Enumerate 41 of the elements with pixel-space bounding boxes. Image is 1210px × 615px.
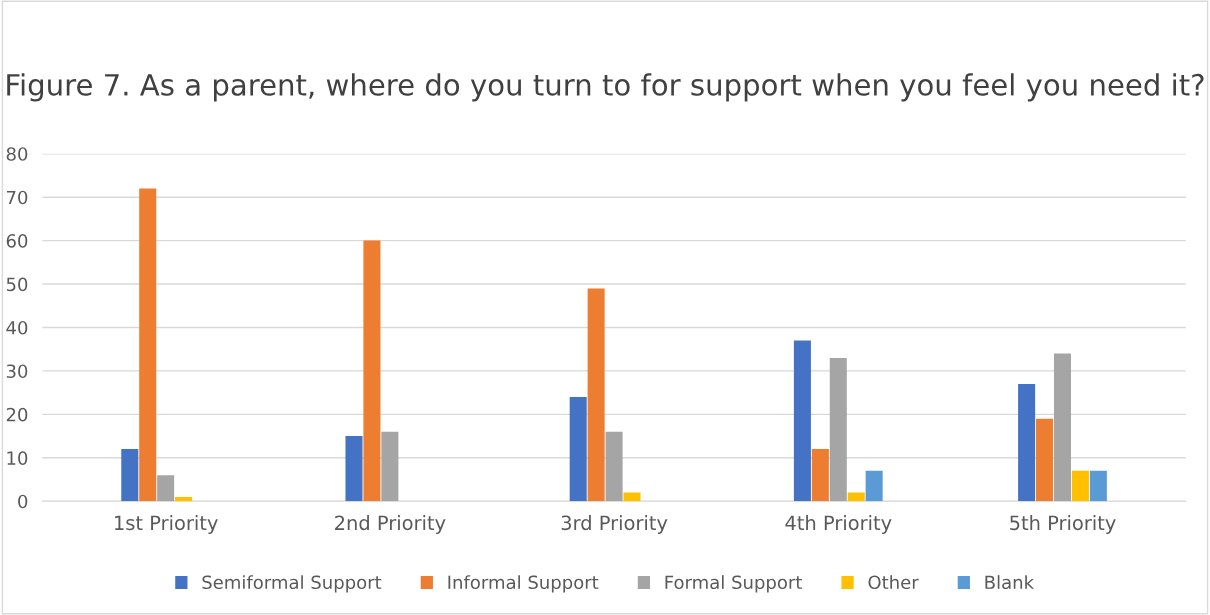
y-tick-label: 0 — [18, 494, 28, 509]
x-tick-label: 4th Priority — [785, 515, 892, 534]
bar — [623, 492, 641, 502]
bar — [1036, 418, 1054, 502]
legend-label: Informal Support — [448, 575, 599, 593]
chart-title: Figure 7. As a parent, where do you turn to for support when you feel you need it? — [7, 73, 1204, 102]
x-tick-label: 2nd Priority — [335, 515, 446, 534]
bar — [1089, 470, 1107, 502]
bar — [569, 396, 587, 502]
bar — [345, 436, 363, 502]
legend-label: Other — [868, 575, 919, 590]
y-tick-label: 10 — [7, 451, 28, 465]
bar — [1071, 470, 1089, 502]
bar — [811, 449, 829, 502]
bar — [175, 496, 193, 502]
bar — [793, 340, 811, 502]
y-tick-label: 20 — [6, 407, 28, 422]
legend-label: Blank — [985, 575, 1035, 590]
bar — [1018, 383, 1036, 502]
y-tick-label: 60 — [6, 234, 28, 248]
bar — [865, 470, 883, 502]
bar — [157, 475, 175, 502]
bar — [381, 431, 399, 502]
y-tick-label: 40 — [6, 320, 28, 335]
bar — [363, 240, 381, 502]
legend-label: Semiformal Support — [202, 575, 382, 593]
x-tick-label: 1st Priority — [115, 515, 218, 534]
bar — [605, 431, 623, 502]
bar — [587, 288, 605, 502]
y-tick-label: 30 — [6, 364, 28, 379]
bar — [829, 357, 847, 502]
bar — [139, 188, 157, 502]
y-tick-label: 50 — [6, 277, 28, 292]
legend-label: Formal Support — [665, 575, 802, 593]
bar — [847, 492, 865, 502]
x-tick-label: 5th Priority — [1010, 515, 1116, 534]
bar — [1053, 353, 1072, 502]
bar — [121, 449, 139, 502]
x-tick-label: 3rd Priority — [561, 515, 668, 534]
y-tick-label: 70 — [6, 190, 28, 205]
y-tick-label: 80 — [6, 147, 28, 161]
